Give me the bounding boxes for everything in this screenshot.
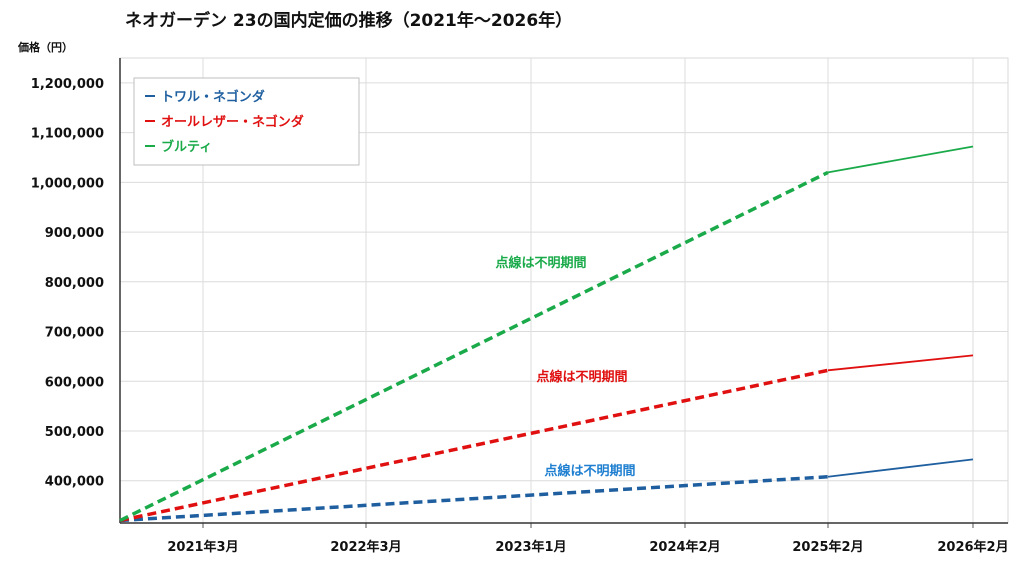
x-tick-label: 2024年2月 bbox=[649, 539, 720, 555]
series-dashed-segment bbox=[119, 475, 829, 523]
y-axis-label: 価格（円） bbox=[17, 40, 73, 54]
grid-layer bbox=[119, 57, 1009, 524]
y-tick-label: 800,000 bbox=[45, 276, 104, 291]
series-layer bbox=[119, 145, 974, 523]
x-tick-label: 2023年1月 bbox=[495, 539, 566, 555]
y-tick-label: 900,000 bbox=[45, 226, 104, 241]
legend-entry: オールレザー・ネゴンダ bbox=[161, 114, 304, 130]
dotted-period-note: 点線は不明期間 bbox=[544, 463, 635, 479]
y-tick-label: 700,000 bbox=[45, 326, 104, 341]
series-dashed-segment bbox=[119, 170, 829, 523]
y-tick-label: 1,200,000 bbox=[31, 77, 104, 92]
legend-entry: トワル・ネゴンダ bbox=[161, 89, 265, 105]
legend-box bbox=[133, 77, 360, 166]
y-tick-label: 500,000 bbox=[45, 425, 104, 440]
series-solid-segment bbox=[827, 145, 974, 174]
x-tick-label: 2022年3月 bbox=[330, 539, 401, 555]
series-solid-segment bbox=[827, 458, 974, 478]
y-tick-label: 600,000 bbox=[45, 375, 104, 390]
series-solid-segment bbox=[827, 354, 974, 372]
y-tick-label: 400,000 bbox=[45, 475, 104, 490]
x-tick-label: 2025年2月 bbox=[792, 539, 863, 555]
dotted-period-note: 点線は不明期間 bbox=[495, 255, 586, 271]
axis-layer: 400,000 500,000 600,000 700,000 800,000 900,0… bbox=[31, 58, 1009, 555]
legend-entry: ブルティ bbox=[161, 139, 212, 155]
y-tick-label: 1,100,000 bbox=[31, 127, 104, 142]
x-tick-label: 2021年3月 bbox=[167, 539, 238, 555]
dotted-period-note: 点線は不明期間 bbox=[536, 369, 627, 385]
chart-title: ネオガーデン 23の国内定価の推移（2021年～2026年） bbox=[125, 10, 572, 31]
y-tick-label: 1,000,000 bbox=[31, 176, 104, 191]
x-tick-label: 2026年2月 bbox=[937, 539, 1008, 555]
series-dashed-segment bbox=[119, 368, 829, 523]
